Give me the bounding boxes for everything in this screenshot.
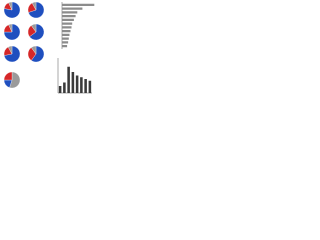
- figure: [3, 1, 95, 94]
- bar: [62, 33, 70, 36]
- bar: [71, 72, 75, 93]
- bar: [62, 45, 68, 48]
- pie-slice: [31, 1, 37, 11]
- bar: [62, 30, 71, 33]
- bar: [88, 80, 92, 93]
- bar: [80, 77, 83, 93]
- bar: [62, 22, 73, 25]
- bar: [62, 7, 83, 10]
- bar: [62, 26, 72, 29]
- bar: [67, 66, 70, 93]
- pie-slice: [8, 23, 13, 33]
- bar: [75, 75, 79, 93]
- bar: [62, 41, 69, 44]
- pie-slice: [3, 23, 21, 41]
- pie-slice: [28, 1, 45, 19]
- pie-slice: [7, 45, 13, 55]
- bar: [62, 11, 78, 14]
- pie-slice: [31, 23, 37, 33]
- pie-slice: [3, 71, 13, 81]
- bar: [62, 15, 76, 18]
- pie-slice: [8, 1, 13, 11]
- bar: [58, 86, 62, 93]
- bar: [62, 3, 95, 6]
- bar: [62, 37, 69, 40]
- bar: [62, 18, 74, 21]
- bar: [84, 79, 87, 93]
- bar: [63, 82, 66, 93]
- pie-slice: [31, 45, 37, 55]
- pie-slice: [31, 45, 45, 63]
- pie-slice: [29, 23, 45, 41]
